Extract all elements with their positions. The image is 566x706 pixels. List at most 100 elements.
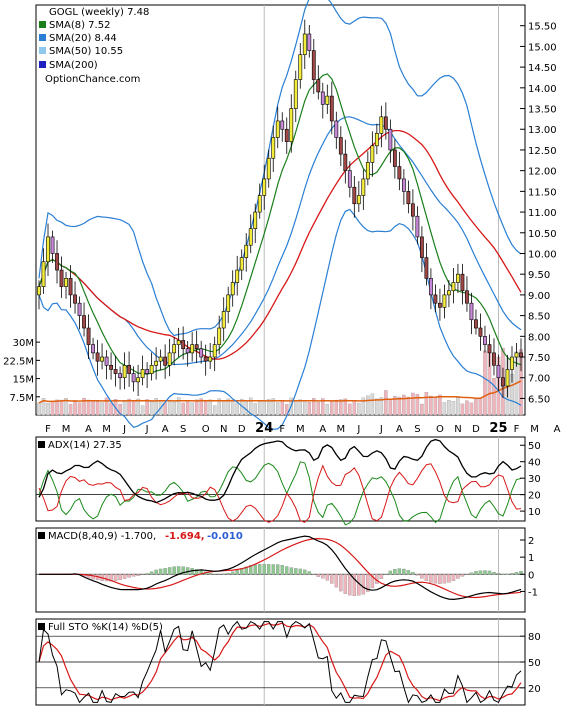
volume-bar bbox=[316, 402, 321, 416]
price-tick-label: 8.50 bbox=[528, 312, 550, 323]
candle-body bbox=[302, 33, 307, 55]
candle-body bbox=[271, 137, 276, 159]
candle-body bbox=[59, 269, 64, 287]
indicator-series bbox=[36, 438, 525, 704]
macd-histogram-bar bbox=[406, 570, 411, 575]
macd-histogram-bar bbox=[280, 564, 285, 575]
volume-bar bbox=[429, 395, 433, 416]
volume-bar bbox=[397, 396, 402, 416]
macd-histogram-bar bbox=[285, 566, 289, 575]
candle-body bbox=[253, 211, 258, 229]
candle-body bbox=[383, 116, 388, 130]
candle-body bbox=[293, 79, 298, 109]
candle-body bbox=[55, 253, 59, 271]
macd-histogram-bar bbox=[393, 569, 397, 575]
adx-tick-label: 20 bbox=[528, 491, 541, 502]
volume-bar bbox=[176, 397, 181, 416]
sto-label-text: Full STO %K(14) %D(5) bbox=[48, 622, 163, 633]
month-label: A bbox=[162, 424, 169, 435]
volume-bar bbox=[73, 400, 77, 416]
volume-bar bbox=[375, 398, 379, 416]
candle-body bbox=[167, 352, 172, 366]
volume-bar bbox=[275, 402, 280, 416]
di-minus-line bbox=[38, 463, 522, 523]
volume-bar bbox=[406, 396, 411, 416]
macd-histogram-bar bbox=[298, 568, 303, 575]
macd-tick-label: -1 bbox=[528, 587, 538, 598]
macd-histogram-bar bbox=[451, 574, 456, 581]
month-label: S bbox=[180, 424, 186, 435]
macd-histogram-bar bbox=[294, 568, 298, 575]
macd-histogram-bar bbox=[379, 574, 384, 579]
volume-bar bbox=[235, 402, 239, 416]
bollinger-lower-line bbox=[38, 208, 522, 430]
volume-bar bbox=[379, 397, 384, 416]
macd-histogram-bar bbox=[433, 574, 438, 584]
macd-histogram-bar bbox=[271, 564, 275, 575]
macd-histogram-bar bbox=[307, 571, 312, 575]
adx-label: ADX(14) 27.35 bbox=[38, 440, 122, 451]
volume-bar bbox=[127, 398, 131, 416]
candle-body bbox=[379, 116, 384, 134]
macd-histogram-bar bbox=[154, 569, 158, 575]
candle-body bbox=[347, 170, 352, 188]
sto-k-line bbox=[38, 620, 522, 704]
legend-swatch-sma50 bbox=[39, 47, 46, 54]
volume-tick-label: 30M bbox=[13, 338, 34, 349]
volume-bar bbox=[492, 377, 496, 416]
volume-bar bbox=[208, 399, 212, 416]
price-tick-label: 15.00 bbox=[528, 42, 557, 53]
macd-swatch bbox=[38, 532, 45, 539]
macd-histogram-bar bbox=[257, 564, 262, 575]
month-label: M bbox=[530, 424, 539, 435]
macd-histogram-bar bbox=[447, 574, 451, 583]
candle-body bbox=[149, 365, 154, 374]
candle-body bbox=[91, 344, 95, 354]
macd-histogram-bar bbox=[420, 574, 424, 579]
volume-bar bbox=[298, 399, 303, 416]
adx-tick-label: 50 bbox=[528, 441, 541, 452]
volume-bar bbox=[221, 400, 226, 416]
month-label: M bbox=[62, 424, 71, 435]
volume-bar bbox=[68, 403, 73, 416]
candle-body bbox=[469, 302, 474, 321]
macd-histogram-bar bbox=[312, 574, 316, 575]
candle-body bbox=[136, 377, 141, 383]
price-panel-frame bbox=[35, 4, 526, 416]
candle-body bbox=[73, 294, 77, 304]
candle-body bbox=[212, 344, 217, 358]
macd-histogram-bar bbox=[438, 574, 442, 584]
candle-body bbox=[181, 340, 186, 350]
volume-bar bbox=[411, 392, 415, 416]
month-label: D bbox=[472, 424, 480, 435]
macd-histogram-bar bbox=[474, 571, 478, 575]
macd-histogram-bar bbox=[492, 571, 496, 575]
month-label: A bbox=[554, 424, 561, 435]
price-tick-label: 9.00 bbox=[528, 291, 550, 302]
candle-body bbox=[217, 327, 222, 345]
volume-average-line bbox=[38, 380, 522, 404]
macd-histogram-bar bbox=[384, 574, 388, 575]
macd-histogram-bar bbox=[487, 570, 492, 575]
candle-body bbox=[199, 348, 204, 358]
month-label: O bbox=[202, 424, 210, 435]
price-tick-label: 12.00 bbox=[528, 167, 557, 178]
macd-histogram-bar bbox=[514, 572, 519, 575]
macd-histogram-bar bbox=[212, 574, 217, 575]
macd-label: MACD(8,40,9) -1.700, -1.694, -0.010 bbox=[38, 531, 243, 542]
macd-histogram-bar bbox=[226, 572, 230, 575]
volume-bar bbox=[438, 394, 442, 416]
price-tick-label: 7.00 bbox=[528, 374, 550, 385]
macd-histogram-bar bbox=[429, 574, 433, 583]
adx-tick-label: 40 bbox=[528, 458, 541, 469]
month-label: J bbox=[122, 424, 126, 435]
candle-body bbox=[172, 344, 177, 354]
candle-body bbox=[392, 149, 397, 167]
macd-histogram-bar bbox=[510, 573, 514, 575]
candle-body bbox=[460, 273, 465, 292]
price-tick-label: 13.50 bbox=[528, 105, 557, 116]
legend-label-sma8: SMA(8) 7.52 bbox=[49, 20, 110, 31]
candle-body bbox=[248, 228, 253, 246]
volume-bar bbox=[262, 401, 266, 416]
